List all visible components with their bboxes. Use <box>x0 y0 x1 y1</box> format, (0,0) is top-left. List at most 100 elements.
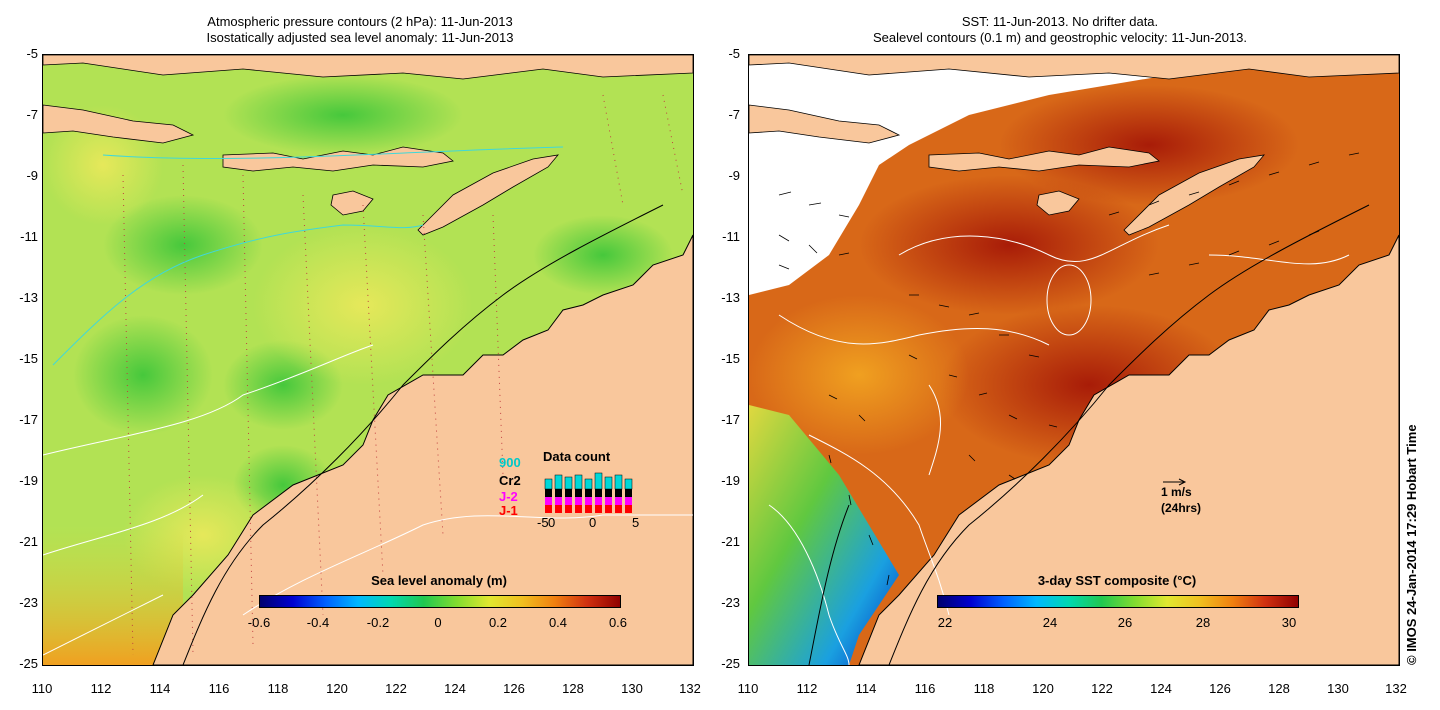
data-count-xlabel-neg5: -5 <box>537 515 549 530</box>
y-tick-label: -21 <box>19 534 38 549</box>
y-tick-label: -19 <box>721 473 740 488</box>
x-tick-label: 122 <box>1091 681 1113 696</box>
left-title-line1: Atmospheric pressure contours (2 hPa): 1… <box>207 14 513 29</box>
data-count-xlabel-5: 5 <box>632 515 640 530</box>
sla-colorbar-title: Sea level anomaly (m) <box>371 573 507 588</box>
australia-land <box>858 234 1399 665</box>
data-count-xlabel-0: 0 <box>589 515 597 530</box>
x-tick-label: 128 <box>1268 681 1290 696</box>
sla-colorbar-label: 0 <box>434 615 442 630</box>
sla-colorbar-label: -0.6 <box>247 615 271 630</box>
timor-land <box>1123 154 1265 236</box>
y-tick-label: -5 <box>728 46 740 61</box>
sst-colorbar-label: 24 <box>1042 615 1058 630</box>
y-tick-label: -23 <box>721 595 740 610</box>
x-tick-label: 132 <box>1385 681 1407 696</box>
y-tick-label: -9 <box>26 168 38 183</box>
x-tick-label: 112 <box>90 681 112 696</box>
y-tick-label: -25 <box>19 656 38 671</box>
x-tick-label: 126 <box>503 681 525 696</box>
geostrophic-velocity-arrows <box>778 152 1360 586</box>
y-tick-label: -7 <box>26 107 38 122</box>
data-count-bar-group <box>544 472 633 513</box>
x-tick-label: 130 <box>621 681 643 696</box>
y-tick-label: -7 <box>728 107 740 122</box>
shelf-break-line <box>182 204 664 665</box>
x-tick-label: 130 <box>1327 681 1349 696</box>
java-bali-land <box>749 55 1399 80</box>
timor-land <box>417 154 559 236</box>
x-tick-label: 132 <box>679 681 701 696</box>
sst-colorbar-label: 30 <box>1281 615 1297 630</box>
x-tick-label: 120 <box>1032 681 1054 696</box>
sla-high-southwest <box>43 525 183 665</box>
data-count-bars <box>544 472 633 513</box>
x-tick-label: 124 <box>444 681 466 696</box>
sla-low-patch <box>533 215 673 295</box>
lombok-sumbawa-land <box>749 104 901 144</box>
y-tick-label: -17 <box>721 412 740 427</box>
cyan-contours <box>52 146 564 366</box>
sla-colorbar-label: 0.6 <box>608 615 628 630</box>
x-tick-label: 120 <box>326 681 348 696</box>
velocity-key: 1 m/s (24hrs) <box>1159 477 1239 517</box>
x-tick-label: 110 <box>737 681 759 696</box>
x-tick-label: 116 <box>208 681 230 696</box>
y-tick-label: -13 <box>721 290 740 305</box>
mission-label-j1: J-1 <box>499 503 518 518</box>
imos-credit: © IMOS 24-Jan-2014 17:29 Hobart Time <box>1404 424 1419 665</box>
sst-colorbar <box>937 595 1299 608</box>
mission-label-900: 900 <box>499 455 521 470</box>
sst-warm-patch <box>859 175 1159 315</box>
data-count-title: Data count <box>543 449 611 464</box>
sumba-land <box>1036 190 1080 216</box>
mission-label-j2: J-2 <box>499 489 518 504</box>
y-tick-label: -21 <box>721 534 740 549</box>
sea-level-contours <box>768 224 1350 665</box>
right-title-line1: SST: 11-Jun-2013. No drifter data. <box>961 14 1159 29</box>
sst-colorbar-title: 3-day SST composite (°C) <box>1037 573 1197 588</box>
y-tick-label: -11 <box>20 229 38 244</box>
lombok-sumbawa-land <box>43 104 195 144</box>
flores-land <box>928 146 1160 172</box>
x-tick-label: 118 <box>267 681 289 696</box>
x-tick-label: 112 <box>796 681 818 696</box>
velocity-key-label: 1 m/s <box>1161 485 1192 499</box>
velocity-key-sublabel: (24hrs) <box>1161 501 1202 515</box>
right-map[interactable]: 1 m/s (24hrs) 3-day SST composite (°C) 2… <box>748 54 1400 666</box>
y-tick-label: -13 <box>19 290 38 305</box>
left-map[interactable]: Data count 900 Cr2 J-2 J-1 -5 0 0 5 Sea … <box>42 54 694 666</box>
y-tick-label: -23 <box>19 595 38 610</box>
sla-low-patch <box>223 75 463 155</box>
x-tick-label: 114 <box>149 681 171 696</box>
java-bali-land <box>43 55 693 80</box>
sst-cool-southwest <box>749 405 899 665</box>
y-tick-label: -25 <box>721 656 740 671</box>
y-tick-label: -5 <box>26 46 38 61</box>
x-tick-label: 122 <box>385 681 407 696</box>
x-tick-label: 114 <box>855 681 877 696</box>
y-tick-label: -17 <box>19 412 38 427</box>
sst-warm-patch <box>999 85 1299 205</box>
data-count-xlabel-neg5-extra: 0 <box>548 515 556 530</box>
pressure-contours <box>122 94 684 656</box>
sst-colorbar-label: 28 <box>1195 615 1211 630</box>
bathymetry-contours <box>43 344 693 656</box>
x-tick-label: 124 <box>1150 681 1172 696</box>
sumba-land <box>330 190 374 216</box>
y-tick-label: -19 <box>19 473 38 488</box>
x-tick-label: 126 <box>1209 681 1231 696</box>
sst-mid-patch <box>749 295 969 455</box>
y-tick-label: -15 <box>721 351 740 366</box>
sla-colorbar-label: 0.2 <box>488 615 508 630</box>
x-tick-label: 116 <box>914 681 936 696</box>
australia-land <box>152 234 693 665</box>
sla-colorbar-label: -0.2 <box>366 615 390 630</box>
sst-colorbar-label: 26 <box>1117 615 1133 630</box>
sla-low-patch <box>103 195 263 295</box>
sla-colorbar-label: 0.4 <box>548 615 568 630</box>
sla-colorbar <box>259 595 621 608</box>
sla-colorbar-label: -0.4 <box>306 615 330 630</box>
left-title-line2: Isostatically adjusted sea level anomaly… <box>206 30 514 45</box>
data-count-legend: Data count 900 Cr2 J-2 J-1 -5 0 0 5 <box>493 447 653 530</box>
